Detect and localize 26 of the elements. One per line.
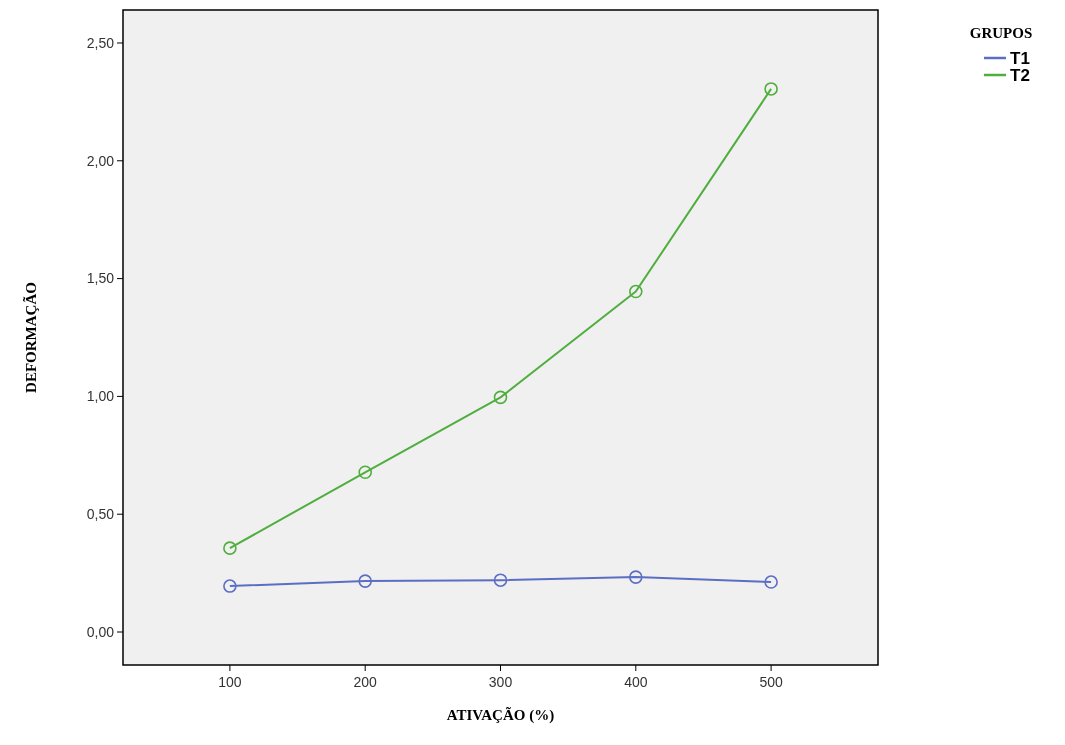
point xyxy=(629,284,643,299)
x-tick-label: 100 xyxy=(218,674,242,690)
x-axis-title: ATIVAÇÃO (%) xyxy=(446,706,555,724)
y-tick-label: 1,00 xyxy=(86,388,115,405)
point xyxy=(764,82,778,96)
x-tick-label: 200 xyxy=(353,674,378,690)
x-tick-label: 300 xyxy=(488,674,513,690)
legend-title: GRUPOS xyxy=(969,25,1033,41)
y-tick-label: 1,50 xyxy=(86,270,115,287)
x-tick-label: 500 xyxy=(759,674,783,690)
point xyxy=(493,390,508,405)
legend-label: T1 xyxy=(1010,48,1030,68)
x-tick-label: 400 xyxy=(624,674,648,690)
point xyxy=(493,573,508,587)
point xyxy=(223,541,237,555)
point xyxy=(223,579,237,593)
point xyxy=(764,575,778,589)
y-tick-label: 2,50 xyxy=(86,34,115,51)
point xyxy=(629,570,643,584)
y-axis-title: DEFORMAÇÃO xyxy=(22,282,39,393)
point xyxy=(358,574,372,588)
y-tick-label: 0,50 xyxy=(86,506,115,523)
y-tick-label: 0,00 xyxy=(86,623,115,640)
y-tick-label: 2,00 xyxy=(86,152,115,169)
point xyxy=(358,465,372,480)
legend-label: T2 xyxy=(1010,65,1030,85)
